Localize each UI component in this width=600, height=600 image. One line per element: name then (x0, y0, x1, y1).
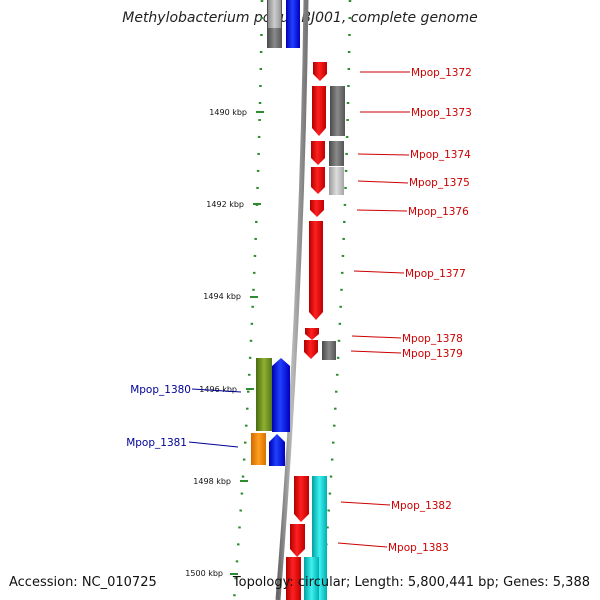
genome-backbone (275, 0, 309, 600)
gene-labels: Mpop_1372 Mpop_1373 Mpop_1374 Mpop_1375 … (126, 67, 472, 554)
gene-label-mpop-1374[interactable]: Mpop_1374 (410, 149, 471, 161)
ruler-tick-label-1490: 1490 kbp (209, 108, 247, 117)
cog-mpop-1379 (322, 341, 336, 360)
ruler-tick-label-1500: 1500 kbp (185, 569, 223, 578)
cog-mpop-1375 (329, 167, 344, 195)
cog-mpop-1374 (329, 141, 344, 166)
leader-mpop-1376 (356, 209, 408, 212)
gene-label-mpop-1377[interactable]: Mpop_1377 (405, 268, 466, 280)
label-leader-lines (188, 71, 410, 548)
gene-label-mpop-1373[interactable]: Mpop_1373 (411, 107, 472, 119)
genome-summary-text: Topology: circular; Length: 5,800,441 bp… (232, 575, 590, 590)
ruler-tick-label-1498: 1498 kbp (193, 477, 231, 486)
leader-mpop-1378 (351, 335, 402, 339)
ruler-ticks: 1490 kbp 1492 kbp 1494 kbp 1496 kbp 1498… (185, 108, 264, 578)
leader-mpop-1375 (357, 180, 409, 184)
gene-label-mpop-1375[interactable]: Mpop_1375 (409, 177, 470, 189)
leader-mpop-1374 (357, 153, 410, 156)
ruler-tick-label-1496: 1496 kbp (199, 385, 237, 394)
gene-mpop-1377 (309, 221, 323, 320)
gene-bottom-partial-red (286, 557, 301, 600)
gene-mpop-1375 (311, 167, 325, 194)
gene-label-mpop-1378[interactable]: Mpop_1378 (402, 333, 463, 345)
gene-mpop-1379 (304, 340, 318, 359)
gene-label-mpop-1383[interactable]: Mpop_1383 (388, 542, 449, 554)
gene-label-mpop-1372[interactable]: Mpop_1372 (411, 67, 472, 79)
leader-mpop-1381 (188, 441, 239, 448)
cog-cyan-lower (304, 557, 319, 600)
gene-top-partial-blue (286, 0, 300, 48)
leader-mpop-1382 (340, 501, 391, 506)
gene-top-partial-light (268, 0, 281, 28)
gene-mpop-1372 (313, 62, 327, 81)
cog-mpop-1373 (330, 86, 345, 136)
gene-mpop-1376 (310, 200, 324, 217)
gene-mpop-1373 (312, 86, 326, 136)
gene-mpop-1378 (305, 328, 319, 340)
cog-mpop-1381 (251, 433, 266, 465)
gene-mpop-1380 (272, 358, 290, 432)
leader-mpop-1377 (353, 270, 405, 274)
gene-mpop-1383 (290, 524, 305, 557)
gene-label-mpop-1379[interactable]: Mpop_1379 (402, 348, 463, 360)
gene-mpop-1374 (311, 141, 325, 165)
gene-mpop-1381 (269, 434, 285, 466)
ruler-tick-label-1494: 1494 kbp (203, 292, 241, 301)
leader-mpop-1383 (337, 542, 388, 548)
gene-label-mpop-1381[interactable]: Mpop_1381 (126, 437, 187, 449)
leader-mpop-1380 (191, 388, 242, 393)
gene-mpop-1382 (294, 476, 309, 522)
gene-label-mpop-1376[interactable]: Mpop_1376 (408, 206, 469, 218)
gene-label-mpop-1382[interactable]: Mpop_1382 (391, 500, 452, 512)
gene-label-mpop-1380[interactable]: Mpop_1380 (130, 384, 191, 396)
leader-mpop-1379 (350, 350, 402, 354)
cog-mpop-1380 (256, 358, 272, 431)
ruler-tick-label-1492: 1492 kbp (206, 200, 244, 209)
accession-text: Accession: NC_010725 (9, 575, 157, 590)
